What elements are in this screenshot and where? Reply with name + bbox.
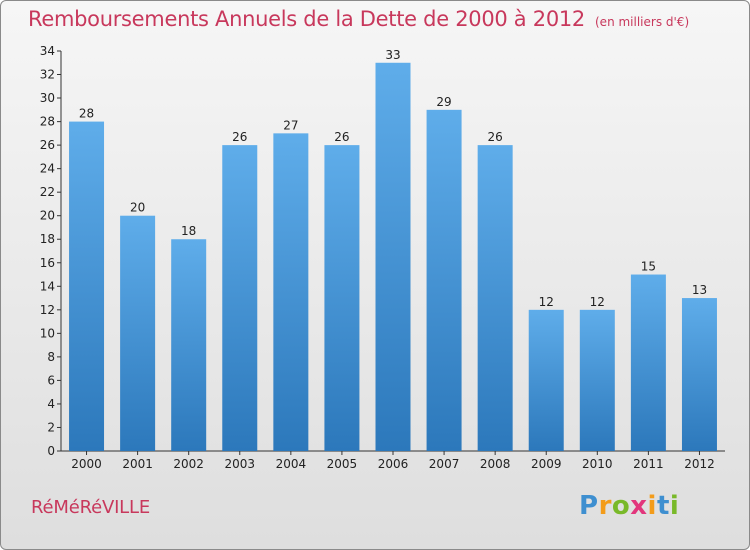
y-tick-label: 24: [40, 162, 55, 176]
x-tick-label: 2003: [224, 457, 255, 471]
y-tick-label: 18: [40, 232, 55, 246]
data-label: 28: [79, 107, 94, 121]
logo-letter: o: [611, 491, 631, 521]
data-label: 12: [590, 295, 605, 309]
y-tick-label: 4: [47, 397, 55, 411]
data-label: 18: [181, 224, 196, 238]
bar: [273, 133, 309, 451]
x-axis-ticks: 2000 2001 2002 2003 2004 2005 2006 2007 2008 2009…: [71, 451, 715, 471]
chart-title: Remboursements Annuels de la Dette de 20…: [28, 7, 585, 31]
y-tick-label: 12: [40, 303, 55, 317]
data-label: 13: [692, 283, 707, 297]
logo-letter: P: [579, 491, 599, 521]
logo-letter: t: [656, 491, 670, 521]
x-tick-label: 2005: [327, 457, 358, 471]
y-tick-label: 10: [40, 326, 55, 340]
y-tick-label: 6: [47, 373, 55, 387]
y-tick-label: 26: [40, 138, 55, 152]
bar: [171, 239, 207, 451]
data-label: 26: [488, 130, 503, 144]
y-tick-label: 16: [40, 256, 55, 270]
data-label: 15: [641, 260, 656, 274]
x-tick-label: 2011: [633, 457, 664, 471]
logo-letter: i: [669, 491, 680, 521]
y-tick-label: 8: [47, 350, 55, 364]
x-tick-label: 2007: [429, 457, 460, 471]
y-tick-label: 0: [47, 444, 55, 458]
title-line: Remboursements Annuels de la Dette de 20…: [28, 7, 689, 31]
data-label: 29: [436, 95, 451, 109]
bar: [120, 215, 156, 451]
y-tick-label: 30: [40, 91, 55, 105]
bar: [324, 145, 360, 451]
logo-letter: i: [647, 491, 657, 521]
x-tick-label: 2009: [531, 457, 562, 471]
unit-note: (en milliers d'€): [595, 15, 690, 29]
y-tick-label: 2: [47, 420, 55, 434]
bar: [528, 309, 564, 451]
bar: [630, 274, 666, 451]
x-tick-label: 2010: [582, 457, 613, 471]
data-label: 26: [334, 130, 349, 144]
commune-name: RéMéRéVILLE: [31, 497, 151, 518]
bar: [69, 121, 105, 452]
data-label: 26: [232, 130, 247, 144]
x-tick-label: 2002: [173, 457, 204, 471]
y-tick-label: 22: [40, 185, 55, 199]
x-tick-label: 2000: [71, 457, 102, 471]
x-tick-label: 2006: [378, 457, 409, 471]
data-label: 27: [283, 118, 298, 132]
bar: [375, 62, 411, 451]
y-tick-label: 34: [40, 44, 55, 58]
bar: [222, 145, 258, 451]
data-label: 12: [539, 295, 554, 309]
bar: [477, 145, 513, 451]
logo-letter: r: [598, 491, 612, 521]
logo-letter: x: [630, 491, 648, 521]
bars: [69, 62, 717, 452]
x-tick-label: 2004: [276, 457, 307, 471]
proxiti-logo: Proxiti: [579, 491, 679, 521]
data-label: 33: [385, 48, 400, 62]
y-tick-label: 20: [40, 209, 55, 223]
y-tick-label: 32: [40, 68, 55, 82]
x-tick-label: 2008: [480, 457, 511, 471]
bar: [579, 309, 615, 451]
y-tick-label: 14: [40, 279, 55, 293]
data-labels: 28 20 18 26 27 26 33 29 26 12 12 15 13: [79, 48, 707, 309]
y-tick-label: 28: [40, 115, 55, 129]
x-tick-label: 2012: [684, 457, 715, 471]
bar: [681, 298, 717, 451]
x-tick-label: 2001: [122, 457, 153, 471]
bar: [426, 109, 462, 451]
data-label: 20: [130, 201, 145, 215]
